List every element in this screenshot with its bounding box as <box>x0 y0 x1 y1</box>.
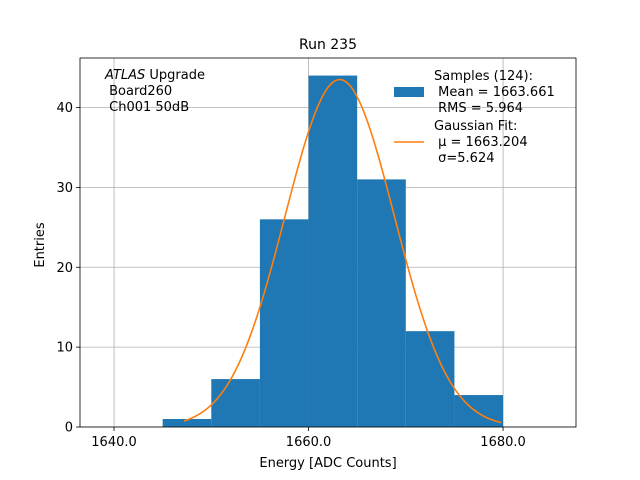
y-axis-ticks: 0 10 20 30 40 <box>56 101 80 436</box>
x-tick-label: 1680.0 <box>480 435 526 450</box>
legend-text: Mean = 1663.661 <box>434 85 555 100</box>
x-axis-ticks: 1640.0 1660.0 1680.0 <box>91 427 526 450</box>
annotation-line: Ch001 50dB <box>105 100 189 115</box>
legend-text: Samples (124): <box>434 69 533 84</box>
y-tick-label: 30 <box>56 181 73 196</box>
histogram-bar <box>405 331 455 427</box>
atlas-annotation: ATLAS Upgrade Board260 Ch001 50dB <box>104 68 205 115</box>
legend-text: Gaussian Fit: <box>434 119 517 134</box>
annotation-line: ATLAS Upgrade <box>104 68 205 83</box>
legend-text: RMS = 5.964 <box>434 101 523 116</box>
histogram-bar <box>211 379 260 427</box>
y-tick-label: 10 <box>56 341 73 356</box>
chart-title: Run 235 <box>299 37 357 53</box>
legend-text: μ = 1663.204 <box>434 135 528 150</box>
x-tick-label: 1660.0 <box>286 435 332 450</box>
histogram-bar <box>308 75 358 428</box>
histogram-bars <box>162 75 504 428</box>
histogram-bar <box>357 179 406 427</box>
x-axis-label: Energy [ADC Counts] <box>259 456 396 471</box>
legend-swatch-samples <box>394 87 424 97</box>
gaussian-fit <box>183 78 502 424</box>
annotation-italic: ATLAS <box>104 68 145 83</box>
y-axis-label: Entries <box>33 222 48 268</box>
annotation-text: Ch001 50dB <box>105 100 189 115</box>
y-tick-label: 20 <box>56 261 73 276</box>
y-tick-label: 0 <box>65 421 73 436</box>
x-tick-label: 1640.0 <box>91 435 137 450</box>
annotation-text: Board260 <box>105 84 172 99</box>
annotation-line: Board260 <box>105 84 172 99</box>
y-tick-label: 40 <box>56 101 73 116</box>
histogram-bar <box>454 395 504 427</box>
legend: Samples (124): Mean = 1663.661 RMS = 5.9… <box>394 69 555 166</box>
histogram-bar <box>162 419 212 427</box>
histogram-bar <box>259 219 309 427</box>
axes-frame <box>79 57 577 428</box>
legend-text: σ=5.624 <box>434 151 494 166</box>
annotation-text: Upgrade <box>145 68 205 83</box>
fit-curve <box>183 78 502 424</box>
